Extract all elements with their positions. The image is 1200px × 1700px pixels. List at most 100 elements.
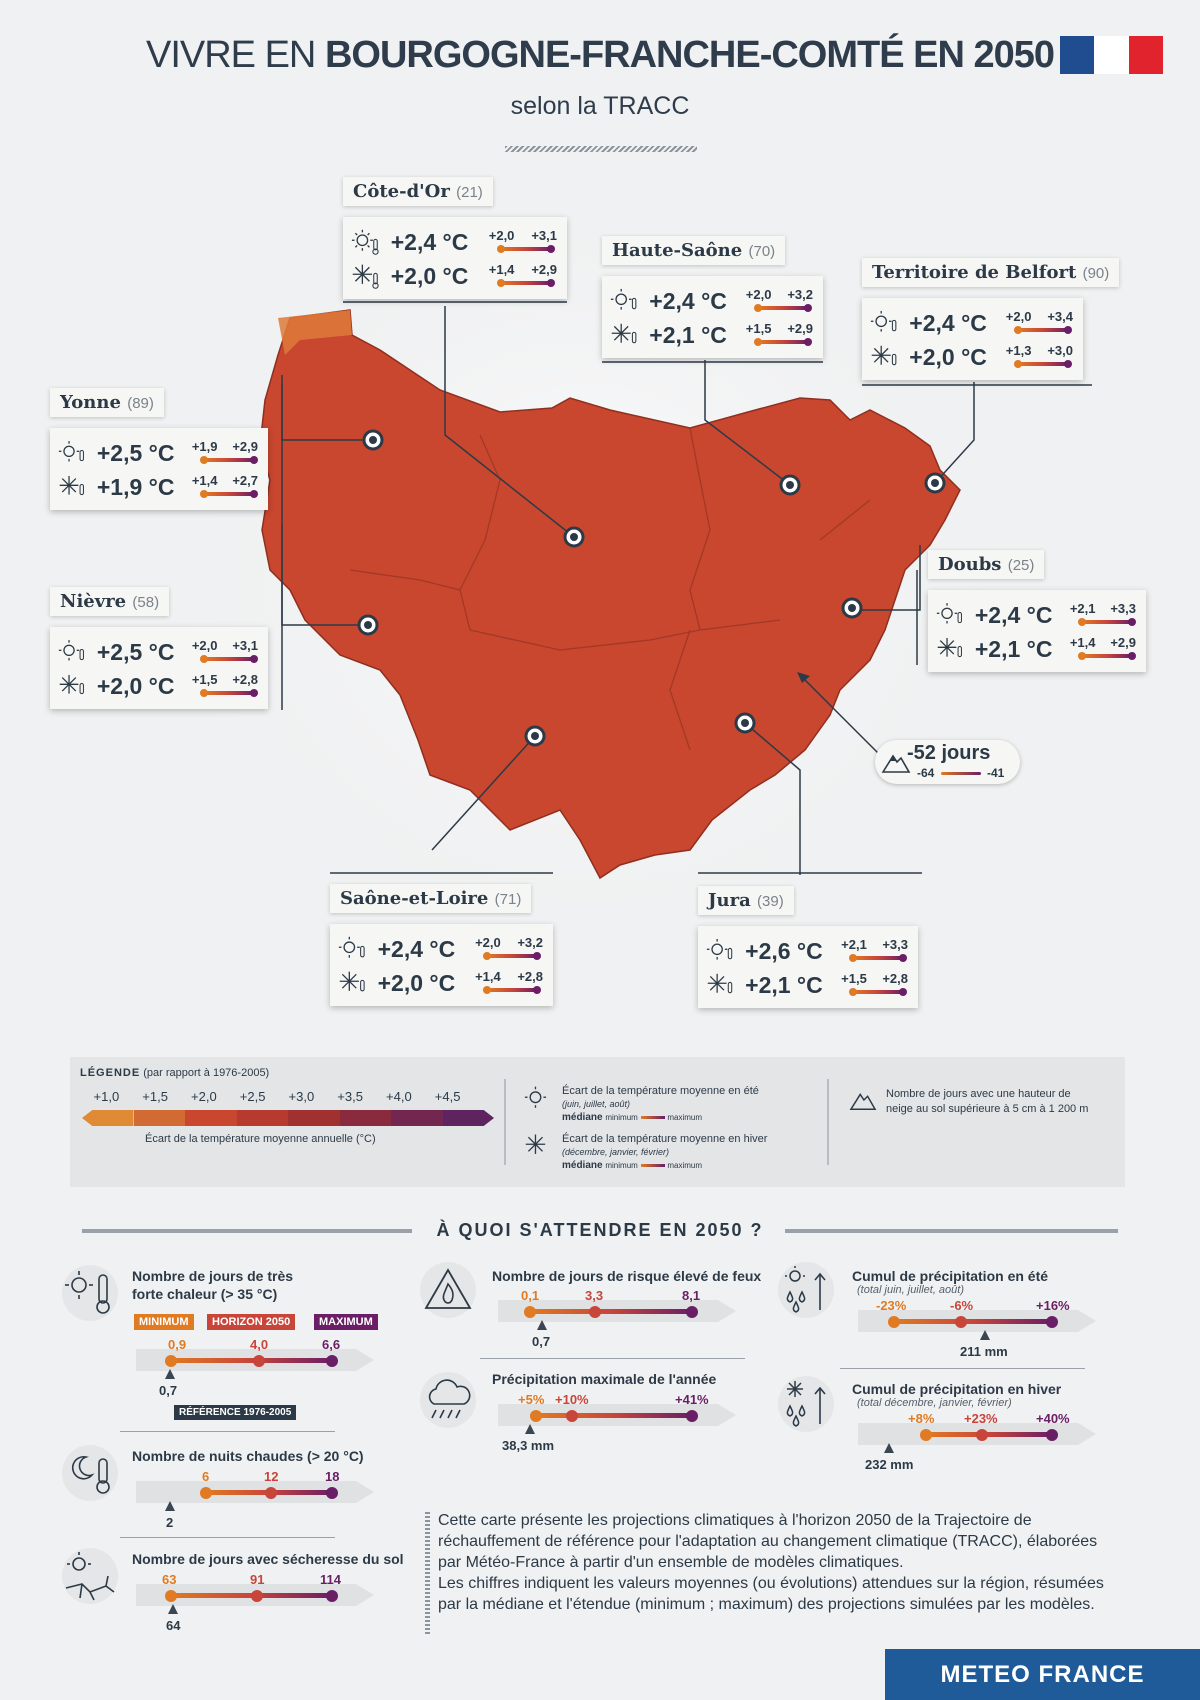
winter-precip-title: Cumul de précipitation en hiver	[852, 1381, 1062, 1397]
drought-min: 63	[162, 1572, 177, 1587]
dept-card-doubs: +2,4 °C +2,1 +3,3 +2,1 °C +1,4 +2,9	[928, 590, 1146, 672]
description-p1: Cette carte présente les projections cli…	[438, 1512, 1098, 1571]
rain-cloud-icon	[420, 1372, 476, 1428]
dept-card-haute-saone: +2,4 °C +2,0 +3,2 +2,1 °C +1,5 +2,9	[602, 276, 823, 358]
description-paragraph: Cette carte présente les projections cli…	[438, 1510, 1118, 1615]
description-p2: Les chiffres indiquent les valeurs moyen…	[438, 1575, 1104, 1613]
legend-snow-label: Nombre de jours avec une hauteur de neige…	[886, 1088, 1089, 1115]
legend-tick: +1,0	[93, 1089, 120, 1104]
warm-nights-ref: 2	[166, 1515, 174, 1530]
snow-days-value: -52 jours	[907, 742, 991, 764]
legend-tick: +4,0	[386, 1089, 412, 1104]
sun-thermometer-icon	[338, 936, 365, 958]
fire-warning-icon	[420, 1262, 476, 1318]
legend-summer-label: Écart de la température moyenne en été	[562, 1085, 759, 1097]
fire-max: 8,1	[682, 1288, 701, 1303]
legend-summer-key: médiane minimum maximum	[562, 1112, 703, 1123]
dept-label-belfort: Territoire de Belfort (90)	[862, 258, 1120, 287]
legend-tick: +2,0	[191, 1089, 217, 1104]
legend-color-step	[133, 1110, 185, 1126]
winter-precip-max: +40%	[1036, 1411, 1070, 1426]
fire-min: 0,1	[521, 1288, 540, 1303]
snowflake-thermometer-icon	[707, 973, 733, 994]
dept-label-cote-dor: Côte-d'Or (21)	[343, 177, 493, 206]
tag-maximum: MAXIMUM	[314, 1314, 378, 1330]
meteo-france-logo: METEO FRANCE	[885, 1649, 1200, 1700]
snow-days-min: -64	[917, 766, 935, 780]
legend-color-step	[236, 1110, 288, 1126]
snowflake-thermometer-icon	[937, 637, 962, 658]
section-title: À QUOI S'ATTENDRE EN 2050 ?	[436, 1220, 764, 1240]
summer-precip-min: -23%	[876, 1298, 907, 1313]
dept-label-nievre: Nièvre (58)	[50, 587, 170, 616]
legend-tick: +3,0	[288, 1089, 315, 1104]
drought-max: 114	[320, 1572, 341, 1587]
region-shape	[259, 309, 961, 880]
hot-days-title: Nombre de jours de très forte chaleur (> …	[132, 1268, 294, 1302]
dept-label-saone-et-loire: Saône-et-Loire (71)	[330, 884, 532, 913]
dept-card-jura: +2,6 °C +2,1 +3,3 +2,1 °C +1,5 +2,8	[698, 926, 918, 1008]
legend-tick: +3,5	[337, 1089, 363, 1104]
snowflake-thermometer-icon	[611, 323, 637, 344]
hot-days-ref: 0,7	[159, 1383, 178, 1398]
max-precip-ref: 38,3 mm	[502, 1438, 555, 1453]
region-map	[170, 170, 1092, 970]
snowflake-thermometer-icon	[871, 345, 897, 366]
sun-thermometer-icon	[351, 229, 379, 255]
legend-color-step	[339, 1110, 391, 1126]
legend-color-step	[442, 1110, 494, 1126]
title-bold: BOURGOGNE-FRANCHE-COMTÉ EN 2050	[324, 34, 1055, 76]
sun-thermometer-icon	[870, 310, 897, 332]
legend-summer-months: (juin, juillet, août)	[562, 1099, 631, 1109]
mountain-icon	[849, 1093, 877, 1111]
winter-precip-med: +23%	[964, 1411, 998, 1426]
winter-precip-sub: (total décembre, janvier, février)	[857, 1397, 1012, 1409]
drought-title: Nombre de jours avec sécheresse du sol	[132, 1551, 404, 1567]
max-precip-med: +10%	[555, 1392, 589, 1407]
fire-title: Nombre de jours de risque élevé de feux	[492, 1268, 762, 1284]
legend-color-step	[82, 1110, 134, 1126]
dept-card-saone-et-loire: +2,4 °C +2,0 +3,2 +2,0 °C +1,4 +2,8	[330, 924, 553, 1006]
snowflake-thermometer-icon	[59, 674, 84, 695]
legend-winter-key: médiane minimum maximum	[562, 1160, 703, 1171]
moon-thermometer-icon	[62, 1445, 118, 1501]
sun-thermometer-icon	[58, 640, 84, 661]
legend-scale-ticks: +1,0 +1,5 +2,0 +2,5 +3,0 +3,5 +4,0 +4,5	[82, 1089, 472, 1104]
hot-days-med: 4,0	[250, 1337, 269, 1352]
dept-card-belfort: +2,4 °C +2,0 +3,4 +2,0 °C +1,3 +3,0	[862, 298, 1083, 380]
title-divider	[505, 146, 697, 152]
drought-med: 91	[250, 1572, 265, 1587]
mountain-icon	[881, 754, 911, 773]
summer-precip-ref: 211 mm	[960, 1344, 1008, 1359]
summer-precip-max: +16%	[1036, 1298, 1070, 1313]
sun-cracked-soil-icon	[62, 1548, 118, 1604]
page-title: VIVRE EN BOURGOGNE-FRANCHE-COMTÉ EN 2050	[0, 34, 1200, 77]
sun-thermometer-icon	[706, 939, 733, 960]
warm-nights-title: Nombre de nuits chaudes (> 20 °C)	[132, 1448, 364, 1464]
max-precip-max: +41%	[675, 1392, 709, 1407]
legend-color-step	[185, 1110, 237, 1126]
winter-precip-min: +8%	[908, 1411, 935, 1426]
sun-thermometer-icon	[610, 288, 637, 310]
warm-nights-med: 12	[264, 1469, 279, 1484]
legend-color-step	[288, 1110, 340, 1126]
drought-ref: 64	[166, 1618, 181, 1633]
hot-days-max: 6,6	[322, 1337, 341, 1352]
dept-card-nievre: +2,5 °C +2,0 +3,1 +2,0 °C +1,5 +2,8	[50, 627, 268, 709]
republique-francaise-logo	[1060, 36, 1163, 74]
hot-days-min: 0,9	[168, 1337, 187, 1352]
sun-thermometer-icon	[524, 1086, 547, 1108]
max-precip-title: Précipitation maximale de l'année	[492, 1371, 717, 1387]
summer-precip-sub: (total juin, juillet, août)	[857, 1284, 964, 1296]
dept-label-haute-saone: Haute-Saône (70)	[602, 236, 786, 265]
summer-precip-med: -6%	[950, 1298, 974, 1313]
sun-thermometer-icon	[58, 441, 84, 462]
dept-card-yonne: +2,5 °C +1,9 +2,9 +1,9 °C +1,4 +2,7	[50, 428, 268, 510]
dept-label-yonne: Yonne (89)	[50, 388, 164, 417]
legend: LÉGENDE (par rapport à 1976-2005) +1,0 +1…	[70, 1057, 1125, 1187]
sun-thermometer-icon	[62, 1265, 118, 1321]
snow-days-max: -41	[987, 766, 1005, 780]
page-subtitle: selon la TRACC	[510, 92, 690, 120]
tag-minimum: MINIMUM	[134, 1314, 194, 1330]
snowflake-raindrops-icon	[778, 1376, 834, 1432]
